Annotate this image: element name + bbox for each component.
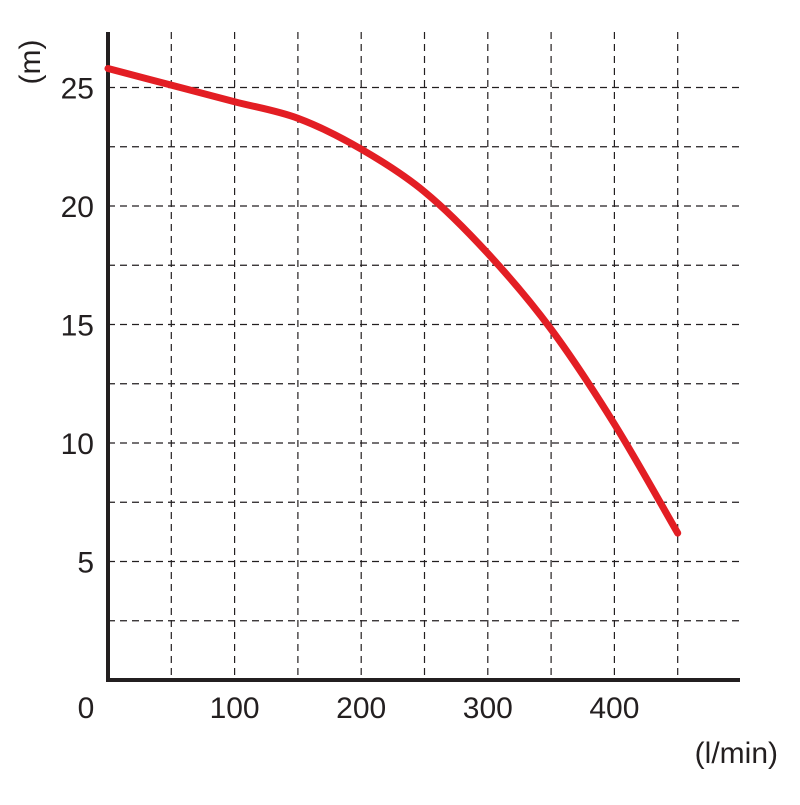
grid bbox=[108, 32, 740, 680]
y-tick-label: 15 bbox=[61, 310, 94, 343]
tick-labels: 0 5 10 15 20 25 100 200 300 400 bbox=[61, 73, 640, 726]
y-tick-label: 25 bbox=[61, 73, 94, 106]
y-tick-label: 10 bbox=[61, 428, 94, 461]
x-tick-label: 400 bbox=[589, 692, 639, 725]
y-tick-label: 5 bbox=[77, 547, 94, 580]
x-tick-label: 300 bbox=[463, 692, 513, 725]
series-layer bbox=[104, 65, 682, 537]
x-axis-title: (l/min) bbox=[695, 737, 778, 770]
series-line bbox=[104, 65, 682, 537]
x-tick-label: 100 bbox=[210, 692, 260, 725]
x-tick-label: 200 bbox=[336, 692, 386, 725]
origin-label: 0 bbox=[78, 692, 95, 725]
axes bbox=[106, 32, 740, 682]
y-axis-title: (m) bbox=[14, 40, 47, 85]
y-tick-label: 20 bbox=[61, 191, 94, 224]
